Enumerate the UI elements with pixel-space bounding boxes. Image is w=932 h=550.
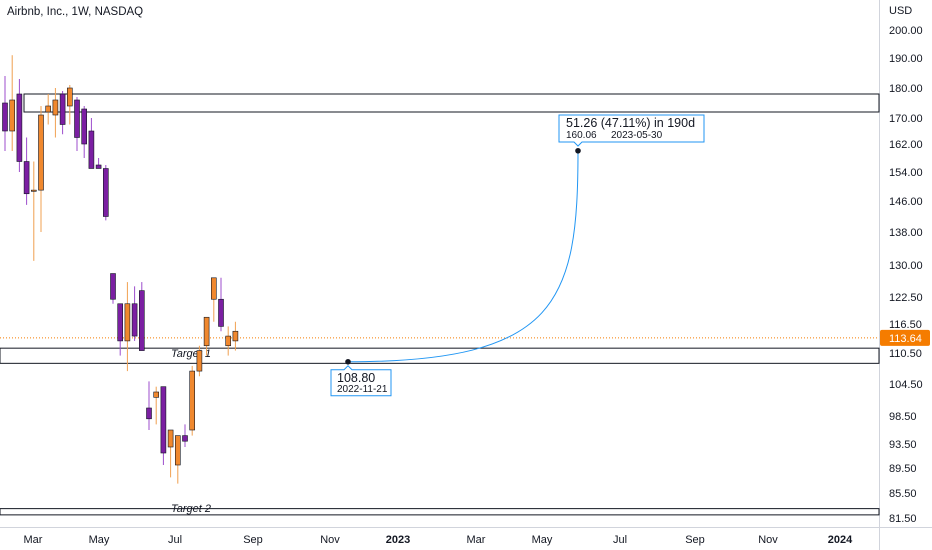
projection-end-price: 160.06 [566, 130, 597, 141]
candle-body [103, 168, 109, 217]
zone-rect [0, 347, 880, 364]
start-callout-box [330, 365, 392, 397]
zone-label: Target 2 [171, 503, 211, 515]
candle-body [52, 99, 59, 116]
time-tick-label: Jul [613, 534, 627, 546]
candle-body [160, 386, 167, 454]
time-tick-label: Nov [320, 534, 340, 546]
candle-body [131, 303, 138, 337]
candle-body [2, 102, 8, 132]
projection-end-point[interactable] [575, 147, 581, 154]
currency-label: USD [889, 5, 912, 17]
time-tick-label: 2024 [828, 534, 853, 546]
price-tick-label: 85.50 [889, 488, 917, 500]
candle-body [167, 429, 174, 448]
candle-body [218, 298, 224, 327]
candle-body [124, 303, 131, 342]
price-tick-label: 154.00 [889, 167, 923, 179]
price-tick-label: 110.50 [889, 348, 922, 360]
price-axis[interactable]: USD 200.00 190.00 180.00 170.00 162.00 154.00… [889, 5, 923, 525]
candle-body [59, 93, 66, 125]
price-tick-label: 116.50 [889, 319, 922, 331]
end-callout-box [558, 114, 705, 147]
projection-layer[interactable]: 108.80 2022-11-21 51.26 (47.11%) in 190d… [330, 114, 705, 397]
time-tick-label: Sep [243, 534, 263, 546]
candles-layer [2, 55, 239, 484]
candle-body [45, 105, 52, 113]
price-tick-label: 98.50 [889, 411, 917, 423]
price-tick-label: 170.00 [889, 113, 923, 125]
candle-body [30, 189, 37, 192]
time-tick-label: Mar [24, 534, 43, 546]
price-tick-label: 146.00 [889, 196, 923, 208]
price-tick-label: 93.50 [889, 439, 917, 451]
current-price-tag: 113.64 [880, 329, 930, 346]
candle-body [23, 161, 30, 195]
candle-body [196, 350, 203, 372]
candle-body [189, 370, 195, 431]
time-tick-label: Nov [758, 534, 778, 546]
time-tick-label: Mar [467, 534, 486, 546]
price-tick-label: 81.50 [889, 513, 917, 525]
candle-body [203, 316, 210, 347]
candle-body [16, 93, 23, 162]
price-tick-label: 200.00 [889, 25, 923, 37]
time-tick-label: 2023 [386, 534, 410, 546]
candle-body [225, 335, 231, 347]
projection-curve [347, 150, 579, 363]
time-tick-label: May [89, 534, 110, 546]
candle-body [182, 435, 188, 442]
current-price-tag-bg [880, 329, 930, 346]
projection-start-date: 2022-11-21 [337, 384, 388, 395]
price-tick-label: 104.50 [889, 379, 923, 391]
zone-rect [23, 93, 880, 113]
price-tick-label: 138.00 [889, 227, 923, 239]
candle-body [81, 108, 87, 145]
candle-body [67, 87, 73, 107]
candle-body [232, 330, 239, 342]
projection-change-label: 51.26 (47.11%) in 190d [566, 116, 695, 130]
candle-body [139, 290, 145, 351]
projection-start-price: 108.80 [337, 371, 375, 385]
time-tick-label: Jul [168, 534, 182, 546]
price-tick-label: 89.50 [889, 463, 917, 475]
chart-title: Airbnb, Inc., 1W, NASDAQ [7, 6, 143, 18]
zone-rect [0, 508, 880, 516]
projection-start-point[interactable] [345, 358, 351, 365]
candle-body [110, 273, 116, 300]
candle-body [9, 99, 15, 132]
candle-body [146, 407, 152, 420]
projection-end-callout: 51.26 (47.11%) in 190d 160.06 2023-05-30 [558, 114, 705, 147]
price-tick-label: 190.00 [889, 53, 923, 65]
price-tick-label: 162.00 [889, 139, 923, 151]
candle-body [95, 164, 102, 169]
time-tick-label: May [532, 534, 553, 546]
projection-end-date: 2023-05-30 [611, 130, 663, 141]
candle-body [88, 130, 95, 169]
price-tick-label: 180.00 [889, 83, 923, 95]
current-price-value: 113.64 [889, 333, 922, 345]
candle-body [153, 391, 159, 398]
projection-start-callout: 108.80 2022-11-21 [330, 365, 392, 397]
candle-body [38, 114, 44, 191]
price-tick-label: 122.50 [889, 292, 923, 304]
candle-body [74, 99, 80, 138]
candle-body [117, 303, 123, 342]
zone-label: Target 1 [171, 348, 211, 360]
candle-body [175, 435, 181, 466]
time-axis[interactable]: Mar May Jul Sep Nov 2023 Mar May Jul Sep Nov 2024 [24, 534, 854, 546]
candle-body [211, 277, 217, 300]
time-tick-label: Sep [685, 534, 705, 546]
price-tick-label: 130.00 [889, 260, 923, 272]
